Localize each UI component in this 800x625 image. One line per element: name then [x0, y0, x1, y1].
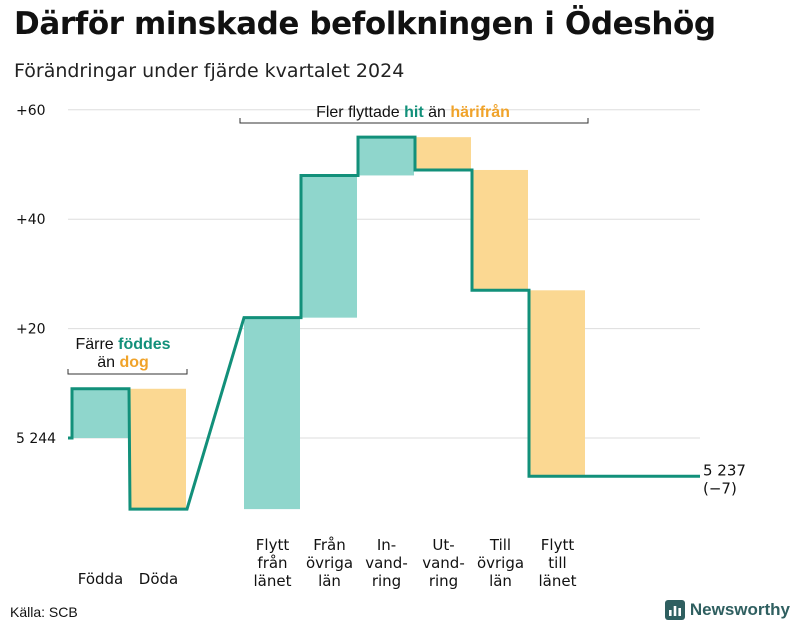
category-label: Ut-vand-ring [422, 536, 465, 590]
change-label: (−7) [703, 479, 737, 497]
waterfall-bar [472, 169, 528, 291]
waterfall-bar [244, 317, 300, 510]
waterfall-bar [358, 137, 414, 176]
chart-subtitle: Förändringar under fjärde kvartalet 2024 [14, 60, 405, 82]
annotation-bracket [239, 118, 589, 124]
waterfall-bar [130, 388, 186, 510]
annotation-births-deaths-line2: än dog [97, 354, 149, 371]
category-label: Födda [78, 570, 124, 588]
newsworthy-brand[interactable]: Newsworthy [664, 600, 790, 620]
category-label: In-vand-ring [365, 536, 408, 590]
annotation-migration: Fler flyttade hit än härifrån [316, 103, 510, 121]
cumulative-line [68, 135, 700, 511]
y-tick-label: +40 [16, 212, 46, 228]
category-label: Flytt från länet [254, 536, 292, 590]
newsworthy-logo-icon [664, 600, 685, 620]
waterfall-bar [529, 290, 585, 477]
waterfall-bar [301, 175, 357, 318]
annotation-births-deaths: Färre föddes [75, 336, 170, 353]
y-tick-label: +20 [16, 322, 46, 338]
category-label: Till övriga län [477, 536, 524, 590]
brand-name: Newsworthy [689, 600, 790, 619]
y-tick-label: 5 244 [16, 431, 56, 447]
annotation-bracket [67, 369, 188, 375]
y-tick-label: +60 [16, 103, 46, 119]
category-label: Från övriga län [306, 536, 353, 590]
category-label: Döda [139, 570, 178, 588]
chart-title: Därför minskade befolkningen i Ödeshög [14, 6, 716, 42]
waterfall-bar [415, 137, 471, 170]
category-label: Flytt till länet [539, 536, 577, 590]
waterfall-bar [72, 388, 128, 438]
source-label: Källa: SCB [10, 604, 78, 620]
end-value-label: 5 237 [703, 461, 746, 479]
